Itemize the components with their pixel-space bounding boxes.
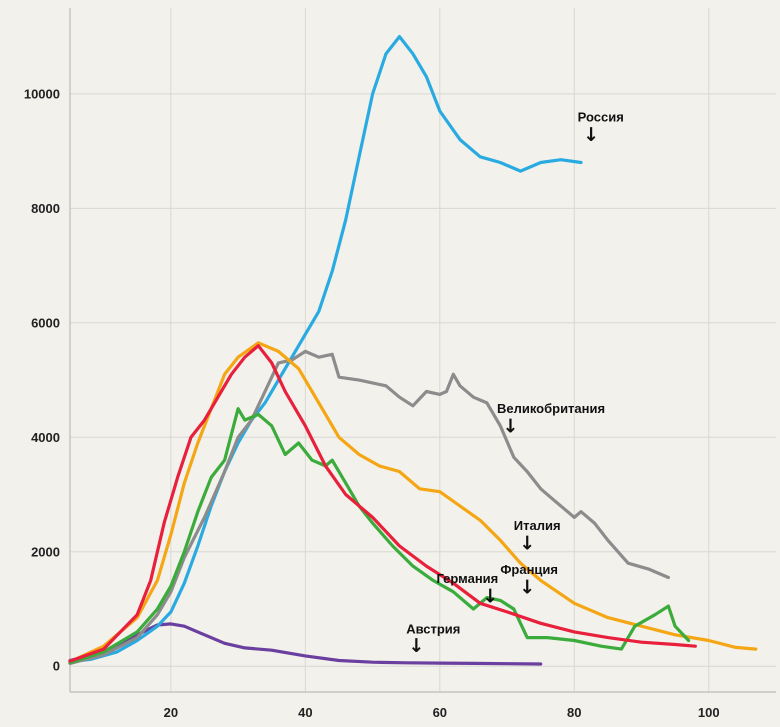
series-line [68,349,670,665]
series-line [68,344,697,663]
series-label: Франция [500,562,558,577]
series-label: Австрия [406,621,460,636]
axes: 0 2000 4000 6000 8000 10000 20 40 60 80 100 [24,8,776,720]
series-label: Великобритания [497,401,605,416]
y-tick-label: 4000 [31,430,60,445]
series-labels: Австрия↓Россия↓Великобритания↓Италия↓Гер… [406,109,624,657]
x-tick-label: 100 [698,705,720,720]
down-arrow-icon: ↓ [502,416,518,438]
series-label: Италия [514,518,561,533]
y-tick-label: 6000 [31,315,60,330]
down-arrow-icon: ↓ [519,577,535,599]
down-arrow-icon: ↓ [482,586,498,608]
series-label: Россия [578,109,624,124]
y-tick-label: 8000 [31,201,60,216]
y-tick-label: 10000 [24,86,60,101]
down-arrow-icon: ↓ [583,124,599,146]
series-line [68,35,583,664]
grid [70,8,776,692]
down-arrow-icon: ↓ [408,635,424,657]
x-tick-label: 20 [164,705,178,720]
down-arrow-icon: ↓ [519,532,535,554]
x-tick-label: 80 [567,705,581,720]
y-tick-label: 2000 [31,544,60,559]
series-lines [68,35,758,666]
y-tick-label: 0 [53,659,60,674]
x-tick-label: 60 [433,705,447,720]
series-line [68,341,758,664]
x-tick-label: 40 [298,705,312,720]
series-label: Германия [436,571,498,586]
